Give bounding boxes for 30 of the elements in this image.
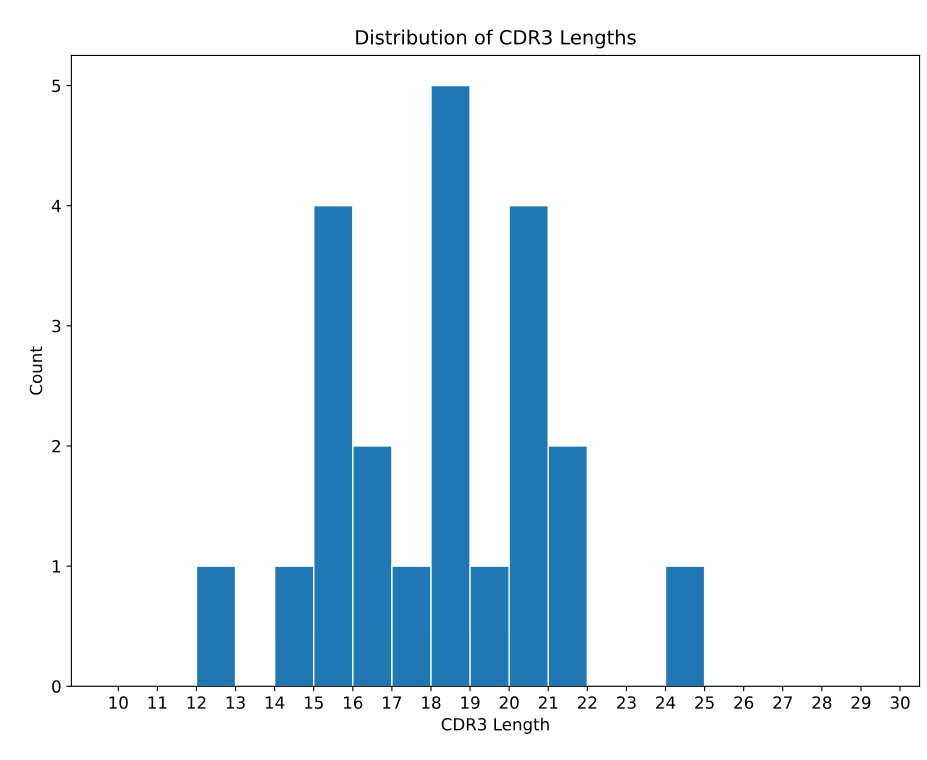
x-tick-label: 27 xyxy=(773,696,792,709)
x-axis-title: CDR3 Length xyxy=(442,718,549,734)
x-tick-label: 22 xyxy=(578,696,596,709)
x-tick-label: 20 xyxy=(500,696,519,709)
chart-title: Distribution of CDR3 Lengths xyxy=(356,30,636,48)
x-tick-label: 23 xyxy=(617,696,636,709)
y-tick-label: 2 xyxy=(52,440,60,452)
x-tick-label: 29 xyxy=(852,696,870,709)
x-tick-label: 17 xyxy=(383,696,402,709)
y-tick-label: 0 xyxy=(52,680,61,693)
y-tick-label: 5 xyxy=(52,80,60,92)
x-tick-label: 25 xyxy=(695,696,714,709)
x-tick-label: 12 xyxy=(188,696,206,709)
x-tick-label: 14 xyxy=(266,696,284,709)
x-tick-label: 10 xyxy=(110,696,128,709)
x-tick-label: 18 xyxy=(422,696,440,709)
x-tick-label: 13 xyxy=(226,696,245,709)
y-tick-label: 4 xyxy=(52,200,61,212)
y-tick-label: 1 xyxy=(52,560,60,572)
y-tick-label: 3 xyxy=(52,320,60,332)
x-tick-label: 30 xyxy=(890,696,910,709)
x-tick-label: 26 xyxy=(734,696,754,709)
x-tick-label: 21 xyxy=(538,696,558,709)
x-tick-label: 28 xyxy=(812,696,832,709)
x-tick-label: 16 xyxy=(344,696,362,709)
x-tick-label: 11 xyxy=(148,696,166,709)
y-axis-title: Count xyxy=(30,346,42,395)
x-tick-label: 19 xyxy=(461,696,480,709)
x-tick-label: 24 xyxy=(656,696,676,709)
x-tick-label: 15 xyxy=(304,696,323,709)
